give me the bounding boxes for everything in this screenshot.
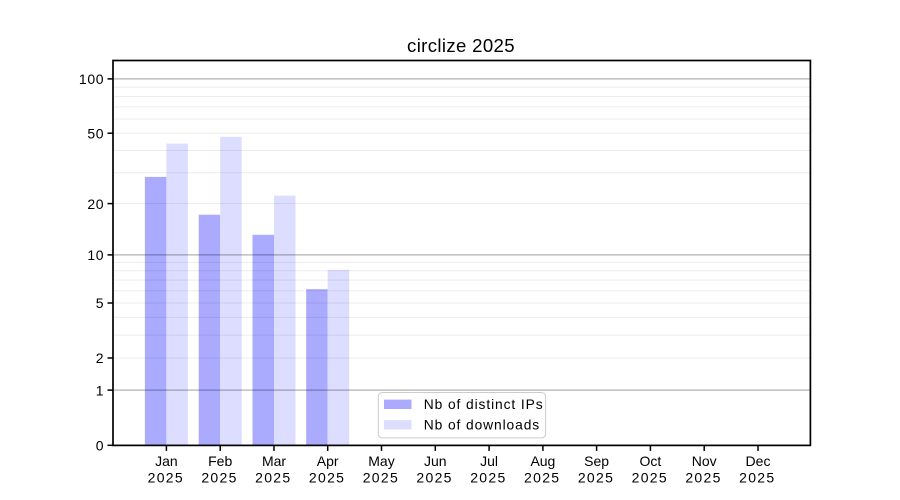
svg-text:Sep: Sep [584,453,609,469]
svg-text:5: 5 [96,295,105,311]
svg-text:Jul: Jul [480,453,498,469]
svg-text:2: 2 [96,350,105,366]
svg-text:Mar: Mar [262,453,286,469]
svg-text:Jun: Jun [424,453,447,469]
svg-text:Feb: Feb [208,453,232,469]
svg-text:Nb of distinct IPs: Nb of distinct IPs [424,397,544,412]
svg-text:Jan: Jan [155,453,178,469]
svg-text:100: 100 [79,71,104,87]
svg-text:2025: 2025 [416,469,452,485]
svg-text:circlize 2025: circlize 2025 [407,35,515,56]
svg-text:May: May [368,453,394,469]
svg-text:10: 10 [87,247,104,263]
svg-text:Apr: Apr [317,453,339,469]
svg-text:2025: 2025 [632,469,668,485]
svg-text:Oct: Oct [640,453,662,469]
svg-text:2025: 2025 [363,469,399,485]
svg-text:2025: 2025 [578,469,614,485]
svg-text:2025: 2025 [524,469,560,485]
svg-text:2025: 2025 [201,469,237,485]
svg-text:Nov: Nov [692,453,717,469]
svg-text:2025: 2025 [470,469,506,485]
svg-text:2025: 2025 [685,469,721,485]
svg-text:Aug: Aug [530,453,555,469]
svg-text:50: 50 [87,125,104,141]
svg-text:2025: 2025 [739,469,775,485]
svg-text:2025: 2025 [148,469,184,485]
svg-text:20: 20 [87,196,104,212]
svg-text:1: 1 [96,382,105,398]
svg-text:2025: 2025 [309,469,345,485]
svg-text:0: 0 [96,438,105,454]
svg-text:2025: 2025 [255,469,291,485]
svg-text:Dec: Dec [746,453,771,469]
svg-text:Nb of downloads: Nb of downloads [424,418,540,433]
